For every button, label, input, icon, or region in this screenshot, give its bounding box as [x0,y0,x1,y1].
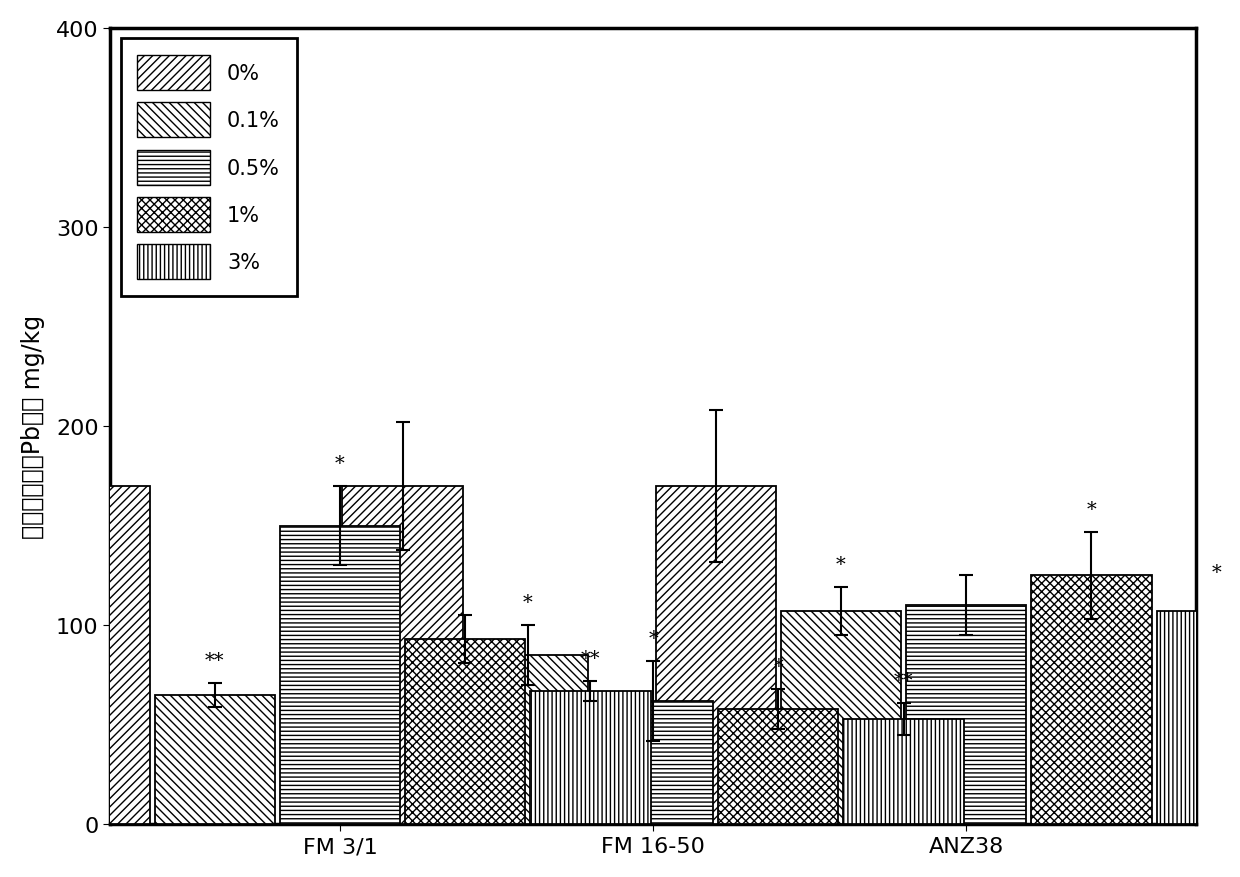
Bar [30,486,150,824]
Text: *: * [649,630,658,647]
Y-axis label: 小青菜地上部Pb含量 mg/kg: 小青菜地上部Pb含量 mg/kg [21,315,45,538]
Text: *: * [523,594,533,611]
Bar [342,486,463,824]
Text: *: * [1211,564,1221,581]
Legend: 0%, 0.1%, 0.5%, 1%, 3%: 0%, 0.1%, 0.5%, 1%, 3% [120,39,296,296]
Bar [718,709,838,824]
Text: **: ** [894,671,914,689]
Bar [280,526,401,824]
Bar [531,691,651,824]
Bar [467,655,588,824]
Bar [405,639,526,824]
Bar [593,701,713,824]
Bar [843,719,963,824]
Bar [906,606,1027,824]
Bar [155,695,275,824]
Text: *: * [774,657,784,675]
Text: **: ** [580,649,600,667]
Bar [1157,611,1240,824]
Text: *: * [1086,500,1096,518]
Bar [1032,576,1152,824]
Text: *: * [335,454,345,473]
Bar [656,486,776,824]
Text: **: ** [205,652,224,669]
Text: *: * [836,556,846,574]
Bar [781,611,901,824]
